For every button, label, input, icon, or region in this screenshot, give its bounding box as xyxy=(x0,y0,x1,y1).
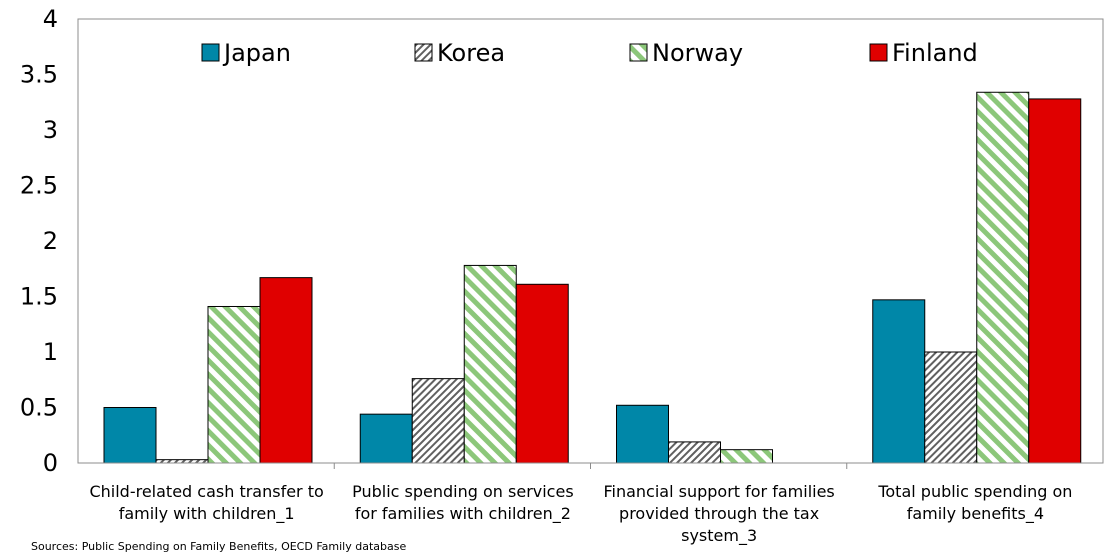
y-tick-label: 3.5 xyxy=(20,61,58,89)
x-category-label-line: Financial support for families xyxy=(603,482,835,501)
bar-korea-2 xyxy=(411,378,465,464)
legend-swatch-norway xyxy=(629,43,648,62)
bar-finland-1 xyxy=(259,277,313,464)
x-category-label-line: for families with children_2 xyxy=(354,504,571,523)
x-category-label-line: Total public spending on xyxy=(878,482,1073,501)
legend-swatch-korea xyxy=(414,43,433,62)
legend-label-norway: Norway xyxy=(652,39,743,67)
bar-finland-4 xyxy=(1028,98,1082,464)
y-tick-label: 0 xyxy=(43,449,58,477)
x-category-label-line: family benefits_4 xyxy=(906,504,1045,523)
y-tick-label: 0.5 xyxy=(20,394,58,422)
legend-label-finland: Finland xyxy=(892,39,978,67)
y-tick-label: 1.5 xyxy=(20,283,58,311)
bar-japan-1 xyxy=(103,407,157,464)
x-category-label-4: Total public spending on family benefits_… xyxy=(843,481,1108,525)
x-category-label-line: Child-related cash transfer to xyxy=(89,482,324,501)
bar-korea-3 xyxy=(668,441,721,464)
bar-norway-4 xyxy=(976,91,1030,464)
x-category-label-1: Child-related cash transfer to family wit… xyxy=(74,481,339,525)
legend-label-japan: Japan xyxy=(222,39,291,67)
y-tick-label: 3 xyxy=(43,116,58,144)
y-tick-label: 2.5 xyxy=(20,172,58,200)
y-tick-label: 4 xyxy=(43,5,58,33)
bar-japan-3 xyxy=(616,404,669,464)
legend-label-korea: Korea xyxy=(437,39,505,67)
bar-korea-4 xyxy=(924,351,978,464)
bar-japan-4 xyxy=(872,299,926,464)
y-tick-label: 1 xyxy=(43,338,58,366)
legend-swatch-finland xyxy=(869,43,888,62)
bar-norway-2 xyxy=(463,264,517,464)
x-category-label-3: Financial support for families provided t… xyxy=(587,481,852,547)
x-category-label-line: provided through the tax xyxy=(619,504,820,523)
y-tick-label: 2 xyxy=(43,227,58,255)
x-category-label-line: family with children_1 xyxy=(118,504,295,523)
bar-japan-2 xyxy=(359,413,413,464)
bar-norway-3 xyxy=(720,449,773,464)
bar-norway-1 xyxy=(207,305,261,464)
bar-finland-2 xyxy=(515,283,569,464)
legend-swatch-japan xyxy=(201,43,220,62)
x-category-label-line: system_3 xyxy=(681,526,758,545)
x-category-label-line: Public spending on services xyxy=(352,482,574,501)
x-category-label-2: Public spending on services for families … xyxy=(330,481,595,525)
source-note: Sources: Public Spending on Family Benef… xyxy=(31,540,407,553)
